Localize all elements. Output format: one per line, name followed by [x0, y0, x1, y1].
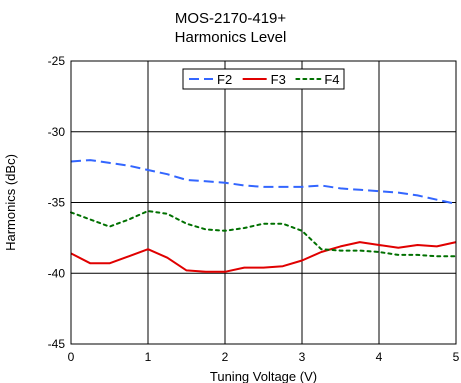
- y-axis-label: Harmonics (dBc): [3, 154, 18, 251]
- plot-frame: [70, 60, 457, 345]
- series-line-f2: [70, 159, 457, 205]
- series-line-f3: [70, 241, 457, 273]
- y-tick-label: -30: [48, 125, 66, 139]
- legend-label-f2: F2: [217, 72, 232, 87]
- x-tick-label: 5: [453, 350, 460, 364]
- x-tick-label: 3: [299, 350, 306, 364]
- legend-label-f3: F3: [271, 72, 286, 87]
- x-tick-label: 4: [376, 350, 383, 364]
- y-tick-label: -35: [48, 196, 66, 210]
- x-tick-label: 1: [145, 350, 152, 364]
- y-tick-label: -45: [48, 337, 66, 351]
- grid-lines: [70, 60, 457, 345]
- x-axis-label: Tuning Voltage (V): [210, 369, 317, 383]
- x-tick-label: 2: [222, 350, 229, 364]
- chart-title: MOS-2170-419+: [174, 10, 287, 27]
- y-tick-label: -25: [48, 54, 66, 68]
- legend-label-f4: F4: [324, 72, 339, 87]
- x-tick-label: 0: [68, 350, 75, 364]
- series-line-f4: [70, 210, 457, 258]
- legend: F2 F3 F4: [182, 68, 345, 90]
- chart-subtitle: Harmonics Level: [174, 29, 287, 46]
- tick-labels: 0 1 2 3 4 5 -25 -30 -35 -40 -45: [48, 54, 460, 364]
- series-layer: [70, 159, 457, 273]
- y-tick-label: -40: [48, 266, 66, 280]
